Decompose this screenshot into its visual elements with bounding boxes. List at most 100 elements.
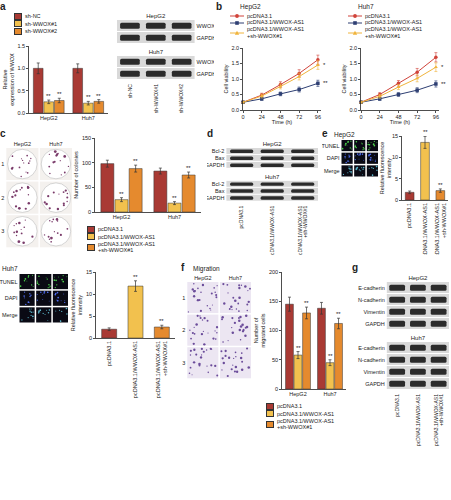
- svg-text:10: 10: [86, 291, 92, 297]
- svg-text:Number ofmigrated cells: Number ofmigrated cells: [253, 313, 266, 347]
- svg-text:Bcl-2: Bcl-2: [212, 181, 225, 187]
- svg-text:f: f: [181, 262, 185, 273]
- svg-text:E-cadherin: E-cadherin: [358, 285, 385, 291]
- svg-text:HepG2: HepG2: [263, 141, 283, 147]
- svg-text:GAPDH: GAPDH: [197, 35, 214, 41]
- svg-text:2: 2: [182, 327, 185, 333]
- svg-text:Relative fluorescenceintensity: Relative fluorescenceintensity: [379, 142, 392, 195]
- svg-text:0: 0: [241, 114, 244, 120]
- svg-text:0.5: 0.5: [231, 91, 239, 97]
- svg-text:2: 2: [1, 195, 4, 201]
- svg-text:150: 150: [269, 298, 278, 304]
- svg-text:100: 100: [82, 160, 91, 166]
- svg-text:5: 5: [89, 313, 92, 319]
- svg-text:HepG2: HepG2: [334, 131, 355, 139]
- svg-text:1.0: 1.0: [231, 75, 239, 81]
- svg-text:0.0: 0.0: [349, 106, 357, 112]
- svg-text:TUNEL: TUNEL: [0, 279, 18, 285]
- svg-text:Huh7: Huh7: [168, 214, 181, 220]
- svg-text:**: **: [119, 191, 124, 197]
- svg-text:Cell viability: Cell viability: [341, 64, 347, 93]
- svg-text:0.0: 0.0: [231, 106, 239, 112]
- svg-text:GAPDH: GAPDH: [365, 381, 385, 387]
- svg-text:GAPDH: GAPDH: [197, 71, 214, 77]
- svg-text:Huh7: Huh7: [82, 116, 95, 122]
- svg-text:N-cadherin: N-cadherin: [358, 297, 385, 303]
- svg-text:96: 96: [433, 114, 439, 120]
- svg-text:3: 3: [1, 228, 4, 234]
- svg-text:24: 24: [259, 114, 265, 120]
- svg-text:1.0: 1.0: [17, 66, 25, 72]
- svg-text:Bax: Bax: [215, 188, 225, 194]
- svg-text:**: **: [159, 318, 164, 324]
- svg-text:HepG2: HepG2: [194, 275, 211, 281]
- svg-text:Migration: Migration: [193, 265, 220, 273]
- svg-text:**: **: [323, 80, 328, 86]
- svg-text:Relativeexpression of WWOX: Relativeexpression of WWOX: [2, 53, 15, 106]
- svg-text:*: *: [441, 64, 444, 70]
- svg-text:10: 10: [392, 154, 398, 160]
- svg-text:pcDNA3.1/WWOX-AS1+sh-WWOX#1: pcDNA3.1/WWOX-AS1+sh-WWOX#1: [434, 203, 447, 255]
- svg-text:0: 0: [359, 114, 362, 120]
- svg-text:200: 200: [269, 269, 278, 275]
- svg-text:1.5: 1.5: [17, 43, 25, 49]
- svg-text:96: 96: [315, 114, 321, 120]
- svg-text:pcDNA3.1: pcDNA3.1: [106, 341, 112, 366]
- svg-text:Time (h): Time (h): [390, 119, 410, 125]
- svg-text:DAPI: DAPI: [5, 295, 18, 301]
- svg-text:1: 1: [1, 161, 4, 167]
- svg-text:*: *: [323, 62, 326, 68]
- svg-text:Bcl-2: Bcl-2: [212, 148, 225, 154]
- svg-text:Huh7: Huh7: [323, 391, 336, 397]
- svg-text:0: 0: [89, 335, 92, 341]
- svg-text:**: **: [328, 353, 333, 359]
- svg-text:Huh7: Huh7: [2, 265, 18, 272]
- svg-text:**: **: [438, 182, 443, 188]
- svg-text:5: 5: [395, 176, 398, 182]
- svg-text:Vimentin: Vimentin: [363, 369, 384, 375]
- svg-text:Merge: Merge: [324, 168, 340, 174]
- svg-text:pcDNA3.1: pcDNA3.1: [406, 203, 412, 228]
- svg-text:100: 100: [269, 327, 278, 333]
- svg-text:sh-WWOX#2: sh-WWOX#2: [178, 84, 184, 113]
- svg-text:Time (h): Time (h): [272, 119, 292, 125]
- svg-text:HepG2: HepG2: [40, 116, 57, 122]
- svg-text:0.0: 0.0: [17, 110, 25, 116]
- svg-text:2.0: 2.0: [349, 44, 357, 50]
- svg-text:Huh7: Huh7: [49, 141, 62, 147]
- svg-text:Relative fluorescenceintensity: Relative fluorescenceintensity: [70, 279, 83, 332]
- svg-text:Merge: Merge: [2, 312, 18, 318]
- svg-text:GAPDH: GAPDH: [207, 195, 224, 201]
- svg-text:**: **: [296, 345, 301, 351]
- svg-text:Cell viability: Cell viability: [223, 64, 229, 93]
- svg-text:TUNEL: TUNEL: [322, 143, 340, 149]
- svg-text:Huh7: Huh7: [149, 49, 164, 55]
- svg-text:pcDNA3.1: pcDNA3.1: [394, 394, 400, 417]
- svg-text:48: 48: [277, 114, 283, 120]
- svg-text:15: 15: [86, 269, 92, 275]
- svg-text:**: **: [133, 158, 138, 164]
- svg-text:pcDNA3.1: pcDNA3.1: [238, 205, 244, 228]
- svg-text:1: 1: [182, 295, 185, 301]
- svg-text:HepG2: HepG2: [14, 141, 31, 147]
- svg-text:E-cadherin: E-cadherin: [358, 345, 385, 351]
- svg-text:72: 72: [296, 114, 302, 120]
- svg-text:**: **: [46, 93, 51, 99]
- svg-text:GAPDH: GAPDH: [365, 321, 385, 327]
- svg-text:pcDNA3.1/WWOX-AS1: pcDNA3.1/WWOX-AS1: [415, 394, 421, 446]
- svg-text:**: **: [86, 94, 91, 100]
- svg-text:2.0: 2.0: [231, 44, 239, 50]
- svg-text:**: **: [441, 81, 446, 87]
- svg-text:0: 0: [395, 197, 398, 203]
- svg-text:N-cadherin: N-cadherin: [358, 357, 385, 363]
- svg-text:pcDNA3.1/WWOX-AS1: pcDNA3.1/WWOX-AS1: [269, 205, 275, 255]
- svg-text:**: **: [133, 274, 138, 280]
- svg-text:pcDNA3.1/WWOX-AS1: pcDNA3.1/WWOX-AS1: [132, 341, 138, 398]
- svg-text:1.5: 1.5: [231, 60, 239, 66]
- svg-text:WWOX: WWOX: [197, 59, 214, 65]
- svg-text:1.5: 1.5: [349, 60, 357, 66]
- svg-text:**: **: [57, 91, 62, 97]
- svg-text:150: 150: [82, 135, 91, 141]
- svg-text:Huh7: Huh7: [229, 275, 242, 281]
- svg-text:50: 50: [272, 357, 278, 363]
